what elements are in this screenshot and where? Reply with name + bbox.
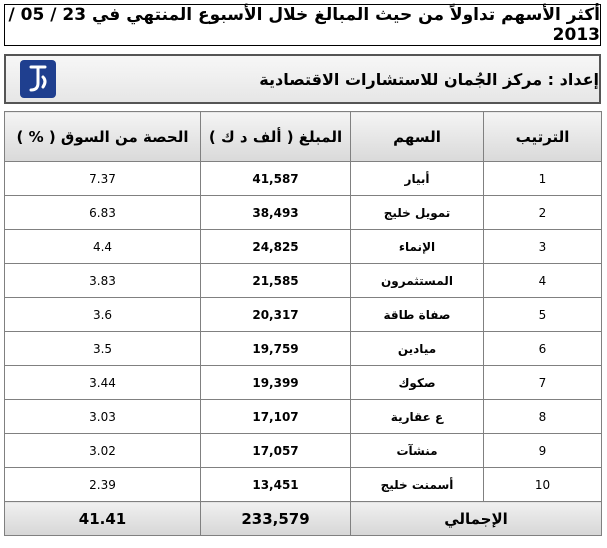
share-cell: 2.39	[4, 467, 201, 502]
table-row: 4 المستثمرون 21,585 3.83	[4, 263, 602, 298]
header-rank: الترتيب	[483, 111, 602, 162]
stock-cell: صفاة طاقة	[350, 297, 484, 332]
amount-cell: 21,585	[200, 263, 351, 298]
table-row: 10 أسمنت خليج 13,451 2.39	[4, 467, 602, 502]
amount-cell: 17,057	[200, 433, 351, 468]
table-row: 8 ع عقارية 17,107 3.03	[4, 399, 602, 434]
table-row: 5 صفاة طاقة 20,317 3.6	[4, 297, 602, 332]
stock-cell: المستثمرون	[350, 263, 484, 298]
source-label: إعداد : مركز الجُمان للاستشارات الاقتصاد…	[259, 69, 599, 89]
table-row: 2 تمويل خليج 38,493 6.83	[4, 195, 602, 230]
share-cell: 3.83	[4, 263, 201, 298]
aljuman-logo-icon	[20, 60, 56, 98]
amount-cell: 20,317	[200, 297, 351, 332]
share-cell: 3.03	[4, 399, 201, 434]
amount-cell: 41,587	[200, 161, 351, 196]
header-amount: المبلغ ( ألف د ك )	[200, 111, 351, 162]
header-stock: السهم	[350, 111, 484, 162]
share-cell: 3.6	[4, 297, 201, 332]
table-row: 9 منشآت 17,057 3.02	[4, 433, 602, 468]
stock-cell: أسمنت خليج	[350, 467, 484, 502]
table-header-row: الترتيب السهم المبلغ ( ألف د ك ) الحصة م…	[4, 111, 602, 162]
amount-cell: 19,399	[200, 365, 351, 400]
share-cell: 6.83	[4, 195, 201, 230]
table-row: 1 أبيار 41,587 7.37	[4, 161, 602, 196]
header-share: الحصة من السوق ( % )	[4, 111, 201, 162]
stock-cell: تمويل خليج	[350, 195, 484, 230]
rank-cell: 9	[483, 433, 602, 468]
total-row: الإجمالي 233,579 41.41	[4, 501, 602, 536]
total-label: الإجمالي	[350, 501, 602, 536]
rank-cell: 3	[483, 229, 602, 264]
rank-cell: 6	[483, 331, 602, 366]
amount-cell: 24,825	[200, 229, 351, 264]
stock-cell: أبيار	[350, 161, 484, 196]
rank-cell: 4	[483, 263, 602, 298]
stock-cell: صكوك	[350, 365, 484, 400]
share-cell: 7.37	[4, 161, 201, 196]
total-amount: 233,579	[200, 501, 351, 536]
amount-cell: 19,759	[200, 331, 351, 366]
rank-cell: 5	[483, 297, 602, 332]
rank-cell: 7	[483, 365, 602, 400]
rank-cell: 10	[483, 467, 602, 502]
rank-cell: 8	[483, 399, 602, 434]
stock-cell: ع عقارية	[350, 399, 484, 434]
amount-cell: 17,107	[200, 399, 351, 434]
table-row: 3 الإنماء 24,825 4.4	[4, 229, 602, 264]
report-title: أكثر الأسهم تداولاً من حيث المبالغ خلال …	[4, 4, 601, 46]
table-row: 7 صكوك 19,399 3.44	[4, 365, 602, 400]
source-banner: إعداد : مركز الجُمان للاستشارات الاقتصاد…	[4, 54, 601, 104]
total-share: 41.41	[4, 501, 201, 536]
stock-cell: ميادين	[350, 331, 484, 366]
stock-cell: الإنماء	[350, 229, 484, 264]
table-row: 6 ميادين 19,759 3.5	[4, 331, 602, 366]
share-cell: 3.02	[4, 433, 201, 468]
share-cell: 3.44	[4, 365, 201, 400]
rank-cell: 2	[483, 195, 602, 230]
stock-cell: منشآت	[350, 433, 484, 468]
amount-cell: 13,451	[200, 467, 351, 502]
share-cell: 4.4	[4, 229, 201, 264]
amount-cell: 38,493	[200, 195, 351, 230]
stocks-table: الترتيب السهم المبلغ ( ألف د ك ) الحصة م…	[4, 111, 602, 536]
rank-cell: 1	[483, 161, 602, 196]
share-cell: 3.5	[4, 331, 201, 366]
